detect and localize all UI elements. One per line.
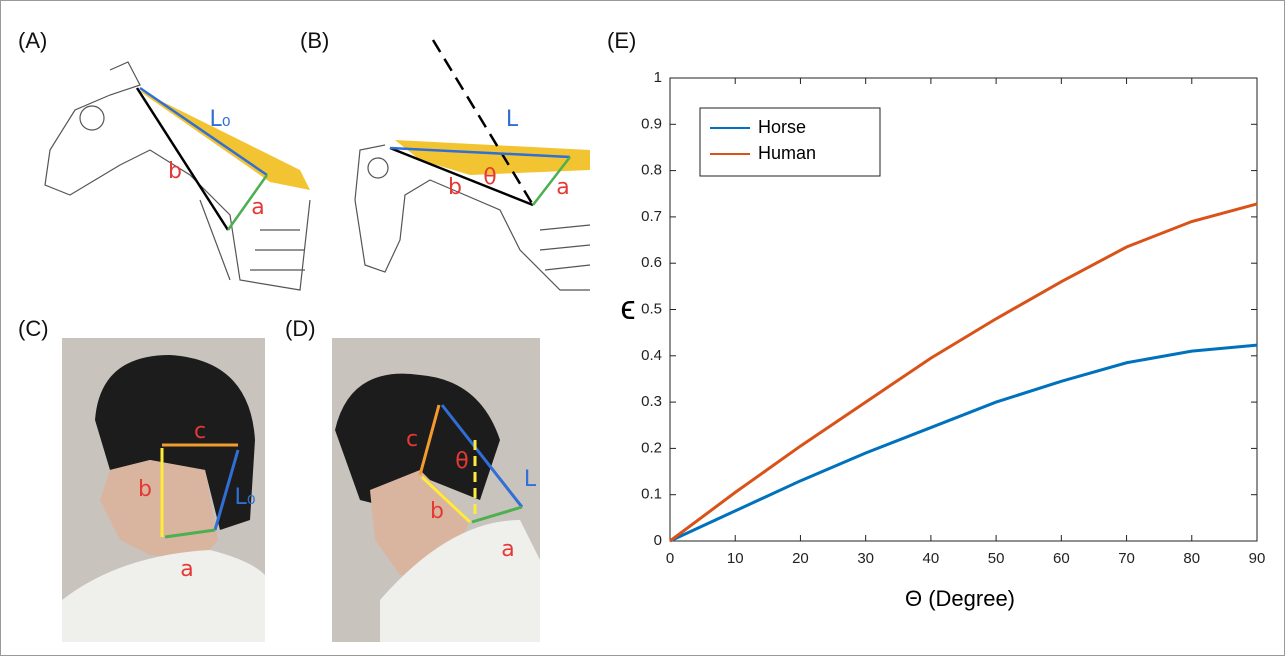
legend-label: Human <box>758 143 816 163</box>
y-tick-label: 0.3 <box>641 393 662 410</box>
y-axis-label: ϵ <box>620 289 635 327</box>
panel-label: (E) <box>607 28 636 53</box>
x-axis-label: Θ (Degree) <box>905 586 1015 611</box>
legend-label: Horse <box>758 117 806 137</box>
annotation: c <box>194 419 206 444</box>
annotation: a <box>251 195 264 220</box>
y-tick-label: 0.7 <box>641 208 662 225</box>
annotation: a <box>180 557 193 582</box>
x-tick-label: 90 <box>1249 550 1266 567</box>
x-tick-label: 20 <box>792 550 809 567</box>
annotation: L₀ <box>209 107 230 132</box>
y-tick-label: 0.9 <box>641 115 662 132</box>
y-tick-label: 0.2 <box>641 439 662 456</box>
annotation: b <box>430 499 444 524</box>
annotation: L <box>524 467 537 492</box>
y-tick-label: 1 <box>654 69 662 86</box>
x-tick-label: 70 <box>1118 550 1135 567</box>
panel-label: (A) <box>18 28 47 53</box>
y-tick-label: 0.6 <box>641 254 662 271</box>
y-tick-label: 0.5 <box>641 300 662 317</box>
figure: Θ (Degree) ϵ (A)(B)(C)(D)(E)L₀baLbθacbL₀… <box>0 0 1285 656</box>
panel-label: (D) <box>285 316 316 341</box>
y-tick-label: 0.1 <box>641 486 662 503</box>
y-tick-label: 0.4 <box>641 347 662 364</box>
annotation: b <box>448 175 462 200</box>
x-tick-label: 80 <box>1183 550 1200 567</box>
x-tick-label: 60 <box>1053 550 1070 567</box>
panel-label: (C) <box>18 316 49 341</box>
y-tick-label: 0.8 <box>641 162 662 179</box>
x-tick-label: 50 <box>988 550 1005 567</box>
x-tick-label: 10 <box>727 550 744 567</box>
x-tick-label: 30 <box>857 550 874 567</box>
annotation: a <box>501 537 514 562</box>
annotation: L <box>506 107 519 132</box>
annotation: b <box>168 159 182 184</box>
annotation: a <box>556 175 569 200</box>
annotation: θ <box>483 165 496 190</box>
annotation: c <box>406 427 418 452</box>
y-tick-label: 0 <box>654 532 662 549</box>
annotation: L₀ <box>234 485 255 510</box>
x-tick-label: 0 <box>666 550 674 567</box>
annotation: θ <box>455 449 468 474</box>
panel-label: (B) <box>300 28 329 53</box>
x-tick-label: 40 <box>923 550 940 567</box>
annotation: b <box>138 477 152 502</box>
